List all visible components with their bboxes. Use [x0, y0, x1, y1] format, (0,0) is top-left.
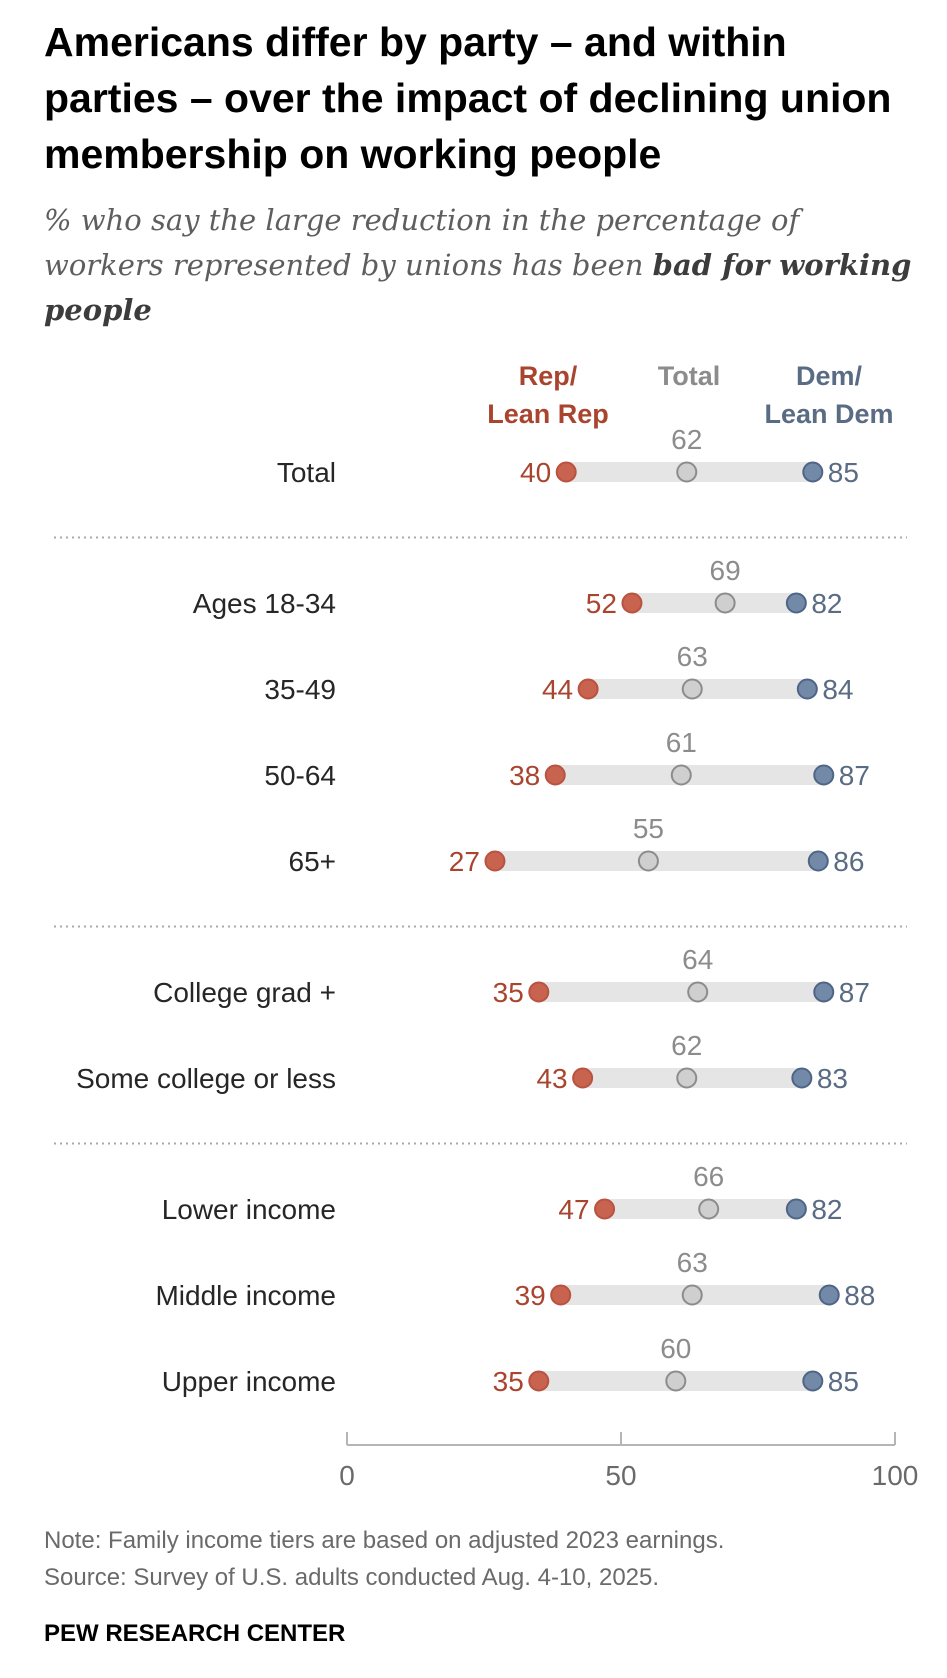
total-dot	[714, 592, 736, 614]
row-label: 35-49	[264, 674, 336, 705]
row-label: College grad +	[153, 977, 336, 1008]
rep-value-label: 35	[493, 977, 524, 1008]
total-dot	[687, 981, 709, 1003]
dem-value-label: 82	[811, 1194, 842, 1225]
x-tick-label: 100	[872, 1460, 919, 1491]
chart-title: Americans differ by party – and within p…	[44, 19, 892, 177]
x-tick-label: 0	[339, 1460, 355, 1491]
row-label: 65+	[289, 846, 337, 877]
legend-rep-line2: Lean Rep	[487, 399, 609, 429]
rep-dot	[621, 592, 643, 614]
rep-value-label: 43	[536, 1063, 567, 1094]
row-label: Middle income	[155, 1280, 336, 1311]
rep-dot	[594, 1198, 616, 1220]
dem-value-label: 85	[828, 457, 859, 488]
rep-value-label: 39	[515, 1280, 546, 1311]
dem-dot	[785, 1198, 807, 1220]
rep-value-label: 27	[449, 846, 480, 877]
total-value-label: 66	[693, 1161, 724, 1192]
row-label: Ages 18-34	[193, 588, 336, 619]
chart-subtitle: % who say the large reduction in the per…	[44, 198, 924, 333]
x-tick-label: 50	[605, 1460, 636, 1491]
dem-dot	[796, 678, 818, 700]
total-dot	[676, 1067, 698, 1089]
total-value-label: 55	[633, 813, 664, 844]
rep-value-label: 47	[558, 1194, 589, 1225]
total-value-label: 61	[666, 727, 697, 758]
dem-dot	[813, 981, 835, 1003]
rep-dot	[528, 1370, 550, 1392]
dem-dot	[785, 592, 807, 614]
legend-dem-line1: Dem/	[796, 361, 863, 391]
rep-dot	[528, 981, 550, 1003]
total-dot	[681, 1284, 703, 1306]
total-dot	[676, 461, 698, 483]
rep-value-label: 40	[520, 457, 551, 488]
total-dot	[637, 850, 659, 872]
row-label: Lower income	[162, 1194, 336, 1225]
row-label: 50-64	[264, 760, 336, 791]
subtitle-emphasis: bad for working people	[44, 248, 912, 327]
row-label: Total	[277, 457, 336, 488]
dem-dot	[802, 1370, 824, 1392]
rep-dot	[572, 1067, 594, 1089]
dem-value-label: 84	[822, 674, 853, 705]
total-value-label: 62	[671, 424, 702, 455]
rep-dot	[484, 850, 506, 872]
subtitle-text: % who say the large reduction in the per…	[44, 203, 800, 282]
total-dot	[698, 1198, 720, 1220]
rep-value-label: 44	[542, 674, 573, 705]
rep-value-label: 35	[493, 1366, 524, 1397]
dem-dot	[807, 850, 829, 872]
rep-dot	[550, 1284, 572, 1306]
total-value-label: 64	[682, 944, 713, 975]
dem-dot	[791, 1067, 813, 1089]
dem-dot	[813, 764, 835, 786]
row-label: Upper income	[162, 1366, 336, 1397]
dem-value-label: 85	[828, 1366, 859, 1397]
pew-research-center-logo: PEW RESEARCH CENTER	[44, 1620, 346, 1647]
note-text: Note: Family income tiers are based on a…	[44, 1527, 725, 1554]
source-text: Source: Survey of U.S. adults conducted …	[44, 1564, 660, 1591]
rep-dot	[555, 461, 577, 483]
total-dot	[670, 764, 692, 786]
total-value-label: 60	[660, 1333, 691, 1364]
row-label: Some college or less	[76, 1063, 336, 1094]
total-value-label: 63	[677, 641, 708, 672]
rep-dot	[577, 678, 599, 700]
dem-value-label: 87	[839, 760, 870, 791]
total-value-label: 63	[677, 1247, 708, 1278]
total-dot	[681, 678, 703, 700]
dem-value-label: 86	[833, 846, 864, 877]
legend-rep-line1: Rep/	[519, 361, 578, 391]
total-dot	[665, 1370, 687, 1392]
total-value-label: 69	[710, 555, 741, 586]
dem-value-label: 83	[817, 1063, 848, 1094]
legend-dem-line2: Lean Dem	[764, 399, 893, 429]
rep-value-label: 52	[586, 588, 617, 619]
dem-value-label: 87	[839, 977, 870, 1008]
dem-dot	[818, 1284, 840, 1306]
rep-dot	[544, 764, 566, 786]
rep-value-label: 38	[509, 760, 540, 791]
total-value-label: 62	[671, 1030, 702, 1061]
dot-plot-chart: Rep/Lean Rep Total Dem/Lean Dem Total 40 62 85…	[54, 361, 919, 1491]
legend-total: Total	[658, 361, 721, 391]
dem-dot	[802, 461, 824, 483]
dem-value-label: 82	[811, 588, 842, 619]
footnotes: Note: Family income tiers are based on a…	[44, 1522, 924, 1596]
dem-value-label: 88	[844, 1280, 875, 1311]
